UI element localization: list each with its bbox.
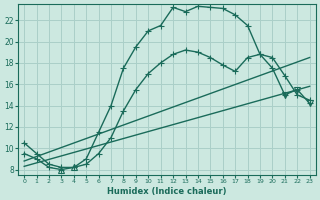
X-axis label: Humidex (Indice chaleur): Humidex (Indice chaleur): [107, 187, 227, 196]
